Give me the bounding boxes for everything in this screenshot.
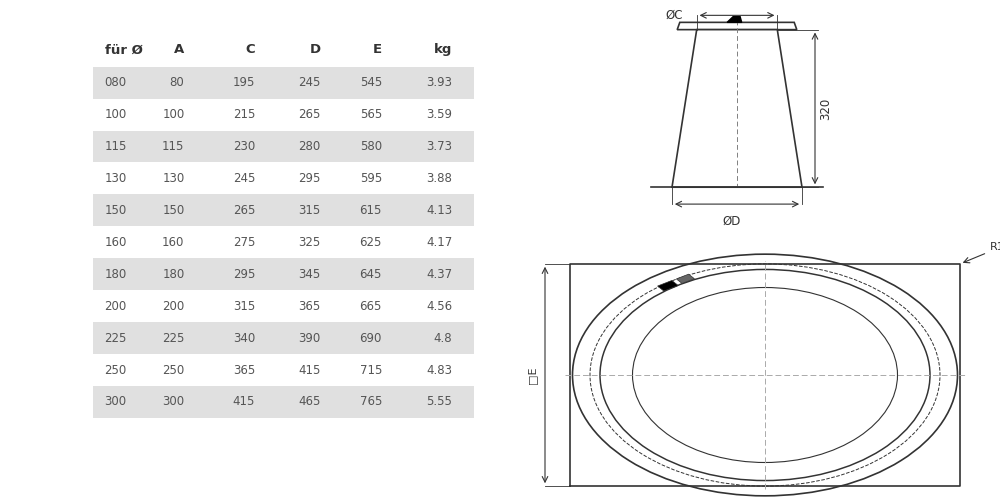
Text: 265: 265 [298,108,321,121]
Text: 595: 595 [360,172,382,185]
Text: C: C [245,44,255,57]
Text: 150: 150 [162,204,184,217]
Text: 320: 320 [819,98,832,120]
Text: 115: 115 [162,140,184,153]
Text: 565: 565 [360,108,382,121]
Text: 665: 665 [360,300,382,312]
Text: 3.93: 3.93 [426,76,452,89]
Text: 4.56: 4.56 [426,300,452,312]
Text: 765: 765 [360,396,382,408]
Text: 415: 415 [298,364,321,376]
Text: 365: 365 [233,364,255,376]
Text: 315: 315 [299,204,321,217]
Text: 215: 215 [233,108,255,121]
Text: kg: kg [434,44,452,57]
Text: 5.55: 5.55 [427,396,452,408]
Text: 300: 300 [105,396,127,408]
Text: 245: 245 [298,76,321,89]
Text: 295: 295 [298,172,321,185]
Text: 130: 130 [162,172,184,185]
Text: 180: 180 [105,268,127,280]
Text: 615: 615 [360,204,382,217]
Text: 715: 715 [360,364,382,376]
Text: 4.37: 4.37 [426,268,452,280]
Text: 160: 160 [105,236,127,249]
Text: ØD: ØD [723,214,741,228]
Text: 315: 315 [233,300,255,312]
Text: 4.17: 4.17 [426,236,452,249]
FancyBboxPatch shape [93,386,474,418]
Text: 250: 250 [162,364,184,376]
Polygon shape [658,280,678,291]
Text: 200: 200 [105,300,127,312]
Text: 3.88: 3.88 [427,172,452,185]
Text: □E: □E [528,366,538,384]
Text: 245: 245 [233,172,255,185]
Text: 275: 275 [233,236,255,249]
Polygon shape [727,16,742,22]
Text: 200: 200 [162,300,184,312]
Text: 325: 325 [299,236,321,249]
Polygon shape [677,22,797,30]
Text: 545: 545 [360,76,382,89]
Text: 160: 160 [162,236,184,249]
Text: 080: 080 [105,76,127,89]
Polygon shape [672,30,802,187]
FancyBboxPatch shape [93,130,474,162]
Text: 300: 300 [162,396,184,408]
Text: 4.83: 4.83 [426,364,452,376]
Text: R10: R10 [964,242,1000,263]
Text: 4.13: 4.13 [426,204,452,217]
FancyBboxPatch shape [93,322,474,354]
Text: 225: 225 [105,332,127,344]
Text: 625: 625 [360,236,382,249]
Text: 100: 100 [105,108,127,121]
Text: 390: 390 [299,332,321,344]
Text: 130: 130 [105,172,127,185]
FancyBboxPatch shape [93,66,474,98]
Text: D: D [310,44,321,57]
Text: 100: 100 [162,108,184,121]
Text: 580: 580 [360,140,382,153]
Text: 280: 280 [299,140,321,153]
Text: 345: 345 [299,268,321,280]
Text: 180: 180 [162,268,184,280]
Text: E: E [373,44,382,57]
Text: 115: 115 [105,140,127,153]
Text: 225: 225 [162,332,184,344]
Text: 690: 690 [360,332,382,344]
Polygon shape [676,274,694,283]
Text: 3.73: 3.73 [426,140,452,153]
Text: 80: 80 [170,76,184,89]
Text: ØC: ØC [666,9,683,22]
Text: 340: 340 [233,332,255,344]
Text: 230: 230 [233,140,255,153]
Text: A: A [174,44,184,57]
FancyBboxPatch shape [93,194,474,226]
FancyBboxPatch shape [93,258,474,290]
Text: 3.59: 3.59 [426,108,452,121]
Text: für Ø: für Ø [105,44,142,57]
Text: 265: 265 [233,204,255,217]
Text: 250: 250 [105,364,127,376]
Text: 195: 195 [233,76,255,89]
Text: 415: 415 [233,396,255,408]
Text: 645: 645 [360,268,382,280]
Text: 150: 150 [105,204,127,217]
Text: 295: 295 [233,268,255,280]
Text: 465: 465 [298,396,321,408]
Text: 365: 365 [299,300,321,312]
Text: 4.8: 4.8 [434,332,452,344]
